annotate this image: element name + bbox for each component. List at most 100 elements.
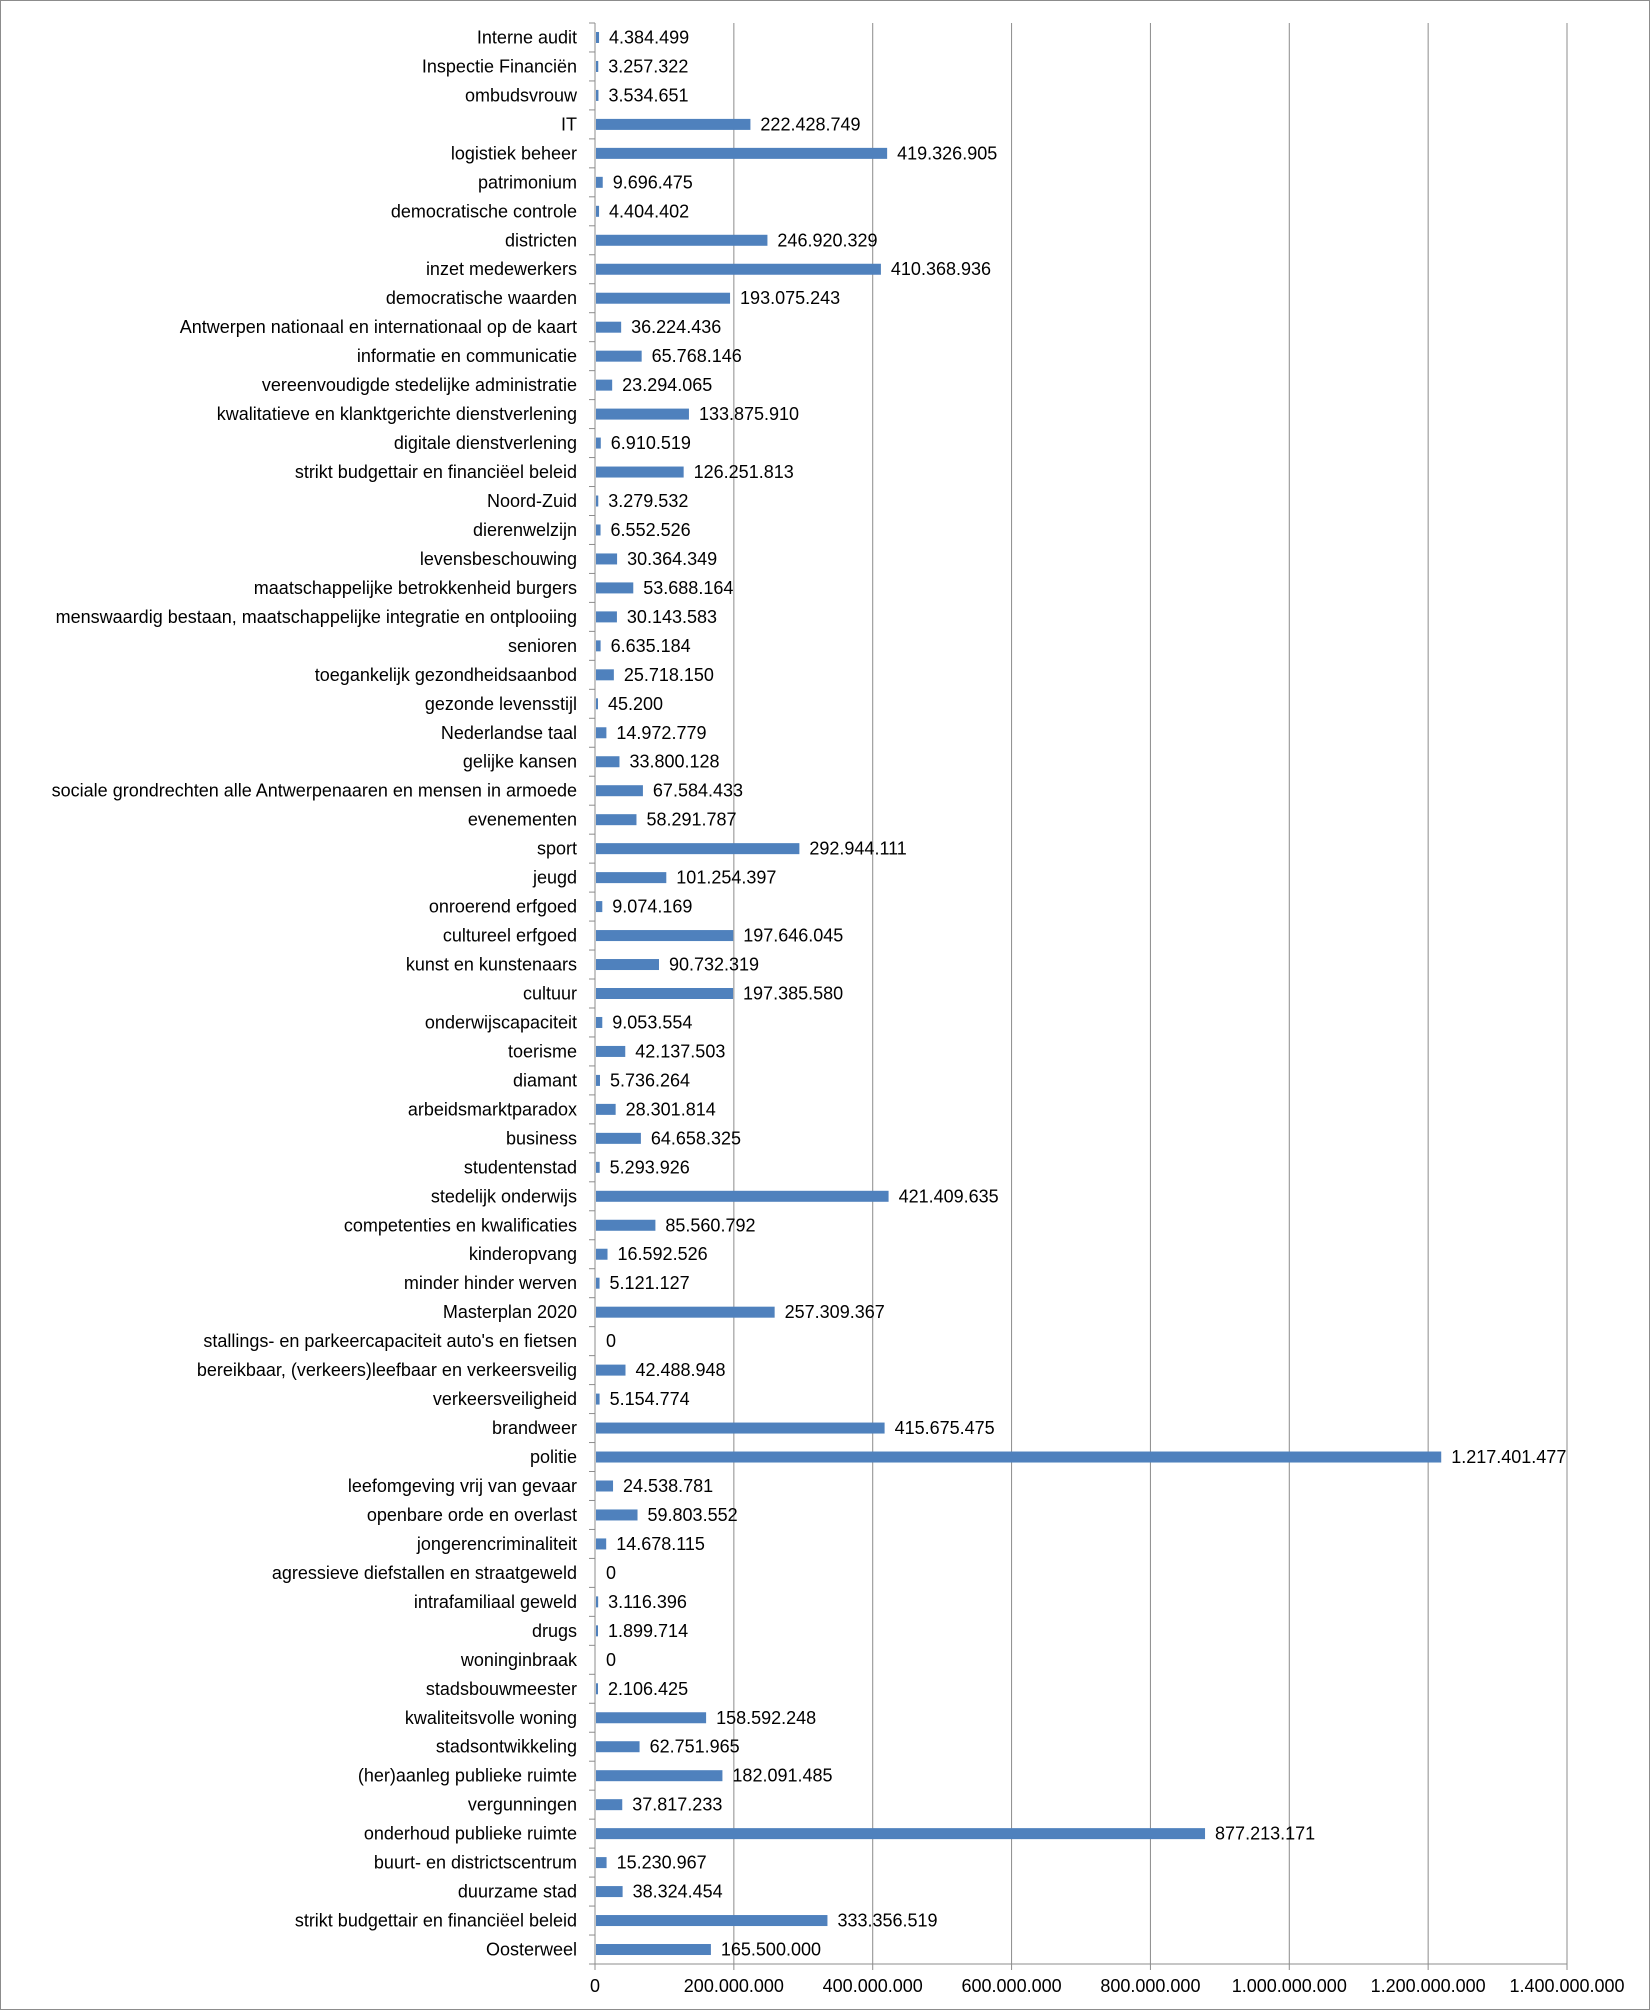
bar <box>596 1103 616 1115</box>
bar <box>596 1799 623 1811</box>
bar <box>596 408 689 420</box>
data-label: 90.732.319 <box>669 955 759 975</box>
bar <box>596 1306 775 1318</box>
bar <box>596 727 607 739</box>
data-label: 16.592.526 <box>618 1244 708 1264</box>
data-label: 38.324.454 <box>633 1882 723 1902</box>
bar <box>596 1712 707 1724</box>
category-label: Interne audit <box>477 27 577 47</box>
data-label: 23.294.065 <box>622 375 712 395</box>
category-label: (her)aanleg publieke ruimte <box>358 1766 577 1786</box>
data-label: 33.800.128 <box>629 752 719 772</box>
data-label: 64.658.325 <box>651 1128 741 1148</box>
category-label: politie <box>530 1447 577 1467</box>
category-label: strikt budgettair en financiëel beleid <box>295 1911 577 1931</box>
category-label: democratische controle <box>391 201 577 221</box>
category-label: ombudsvrouw <box>465 85 578 105</box>
category-label: arbeidsmarktparadox <box>408 1099 577 1119</box>
bar <box>596 60 599 72</box>
data-label: 67.584.433 <box>653 781 743 801</box>
data-label: 197.385.580 <box>743 984 843 1004</box>
category-label: levensbeschouwing <box>420 549 577 569</box>
category-label: cultureel erfgoed <box>443 926 577 946</box>
category-label: sport <box>537 839 577 859</box>
category-label: onderhoud publieke ruimte <box>364 1824 577 1844</box>
category-label: agressieve diefstallen en straatgeweld <box>272 1563 577 1583</box>
value-labels: 4.384.499 3.257.322 3.534.651 222.428.749 41… <box>606 27 1566 1959</box>
category-label: districten <box>505 230 577 250</box>
bar <box>596 1219 656 1231</box>
data-label: 9.696.475 <box>613 172 693 192</box>
bar <box>596 495 599 507</box>
bar <box>596 1480 614 1492</box>
x-tick-label: 600.000.000 <box>962 1976 1062 1996</box>
data-label: 126.251.813 <box>694 462 794 482</box>
category-label: diamant <box>513 1070 577 1090</box>
bar <box>596 872 667 884</box>
bar <box>596 234 768 246</box>
data-label: 62.751.965 <box>650 1737 740 1757</box>
data-label: 42.488.948 <box>635 1360 725 1380</box>
data-label: 6.910.519 <box>611 433 691 453</box>
data-label: 65.768.146 <box>652 346 742 366</box>
category-label: competenties en kwalificaties <box>344 1215 577 1235</box>
bar <box>596 321 622 333</box>
category-label: toegankelijk gezondheidsaanbod <box>315 665 577 685</box>
category-label: kunst en kunstenaars <box>406 955 577 975</box>
bar <box>596 640 601 652</box>
x-tick-labels: 0 200.000.000 400.000.000 600.000.000 800.00… <box>590 1976 1625 1996</box>
category-label: inzet medewerkers <box>426 259 577 279</box>
bar <box>596 263 881 275</box>
category-labels: Interne audit Inspectie Financiën ombudsvr… <box>52 27 578 1959</box>
data-label: 14.678.115 <box>616 1534 705 1554</box>
bar <box>596 1538 607 1550</box>
data-label: 877.213.171 <box>1215 1824 1315 1844</box>
x-tick-label: 0 <box>590 1976 600 1996</box>
x-tick-label: 800.000.000 <box>1100 1976 1200 1996</box>
category-label: cultuur <box>523 984 577 1004</box>
gridlines <box>733 23 1568 1964</box>
bar <box>596 930 734 942</box>
category-label: Noord-Zuid <box>487 491 577 511</box>
category-label: stadsbouwmeester <box>426 1679 577 1699</box>
category-label: gelijke kansen <box>463 752 577 772</box>
category-label: brandweer <box>492 1418 577 1438</box>
x-tick-label: 1.200.000.000 <box>1371 1976 1486 1996</box>
category-label: patrimonium <box>478 172 577 192</box>
category-label: kinderopvang <box>469 1244 577 1264</box>
bar <box>596 1683 598 1695</box>
category-label: stallings- en parkeercapaciteit auto's e… <box>203 1331 577 1351</box>
data-label: 421.409.635 <box>899 1186 999 1206</box>
category-label: intrafamiliaal geweld <box>414 1592 577 1612</box>
category-label: studentenstad <box>464 1157 577 1177</box>
bar <box>596 988 734 999</box>
bar <box>596 1770 723 1782</box>
category-label: Nederlandse taal <box>441 723 577 743</box>
bars <box>596 31 1442 1956</box>
bar <box>596 1741 640 1753</box>
bar <box>596 1277 600 1289</box>
bar <box>596 1451 1442 1463</box>
data-label: 419.326.905 <box>897 143 997 163</box>
category-label: digitale dienstverlening <box>394 433 577 453</box>
category-label: openbare orde en overlast <box>367 1505 577 1525</box>
category-label: evenementen <box>468 810 577 830</box>
category-label: maatschappelijke betrokkenheid burgers <box>254 578 577 598</box>
data-label: 6.635.184 <box>611 636 691 656</box>
bar <box>596 843 800 855</box>
data-label: 4.384.499 <box>609 27 689 47</box>
bar <box>596 118 751 130</box>
category-label: logistiek beheer <box>451 143 577 163</box>
bar <box>596 1248 608 1260</box>
category-label: kwalitatieve en klanktgerichte dienstver… <box>217 404 577 424</box>
data-label: 0 <box>606 1331 616 1351</box>
data-label: 0 <box>606 1563 616 1583</box>
bar <box>596 814 637 826</box>
data-label: 6.552.526 <box>611 520 691 540</box>
category-label: IT <box>561 114 577 134</box>
bar <box>596 379 613 391</box>
data-label: 133.875.910 <box>699 404 799 424</box>
bar <box>596 1828 1206 1840</box>
bar <box>596 1074 600 1086</box>
